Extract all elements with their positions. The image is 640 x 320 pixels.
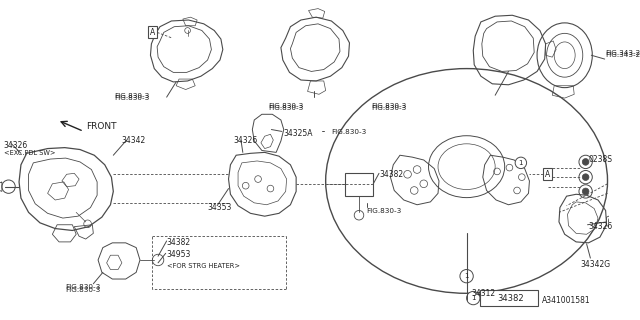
Circle shape	[582, 174, 589, 180]
Text: 34326: 34326	[4, 141, 28, 150]
Text: FIG.343-2: FIG.343-2	[605, 52, 640, 58]
Text: <FOR STRG HEATER>: <FOR STRG HEATER>	[166, 263, 239, 269]
FancyBboxPatch shape	[481, 290, 538, 306]
Text: FIG.830-3: FIG.830-3	[269, 105, 304, 111]
Text: FIG.830-3: FIG.830-3	[115, 93, 150, 99]
Text: FIG.830-3: FIG.830-3	[371, 103, 406, 109]
Text: FIG.830-3: FIG.830-3	[371, 105, 406, 111]
Text: 34382: 34382	[166, 238, 191, 247]
Text: 34342G: 34342G	[581, 260, 611, 269]
Text: 34342: 34342	[122, 136, 146, 145]
Circle shape	[582, 159, 589, 165]
Circle shape	[579, 185, 592, 198]
Text: 1: 1	[465, 273, 469, 279]
Text: 1: 1	[471, 295, 476, 301]
Text: 34325A: 34325A	[284, 129, 313, 138]
Circle shape	[579, 171, 592, 184]
Text: 1: 1	[518, 160, 523, 166]
Circle shape	[609, 216, 618, 226]
Circle shape	[460, 269, 473, 283]
Text: 0238S: 0238S	[589, 155, 612, 164]
Circle shape	[467, 292, 480, 305]
Text: <EXC.PDL SW>: <EXC.PDL SW>	[4, 149, 55, 156]
Text: 34326: 34326	[234, 136, 257, 145]
Circle shape	[611, 219, 616, 223]
Text: A: A	[545, 170, 550, 179]
Text: FIG.830-3: FIG.830-3	[65, 284, 100, 290]
Circle shape	[582, 188, 589, 195]
Text: FIG.343-2: FIG.343-2	[605, 50, 640, 56]
Text: FRONT: FRONT	[86, 122, 116, 131]
Text: 34953: 34953	[166, 251, 191, 260]
Circle shape	[579, 155, 592, 169]
Text: 34353: 34353	[207, 203, 232, 212]
Text: FIG.830-3: FIG.830-3	[115, 95, 150, 101]
Text: 34326: 34326	[589, 222, 612, 231]
Text: 34312: 34312	[472, 289, 496, 298]
Text: FIG.830-3: FIG.830-3	[65, 287, 100, 293]
Text: 34382: 34382	[379, 170, 403, 179]
Text: FIG.830-3: FIG.830-3	[367, 208, 402, 214]
Text: 34382: 34382	[497, 293, 524, 303]
Text: A: A	[150, 28, 155, 37]
Text: A341001581: A341001581	[542, 296, 590, 305]
Text: FIG.830-3: FIG.830-3	[269, 103, 304, 109]
Circle shape	[515, 157, 527, 169]
Text: FIG.830-3: FIG.830-3	[332, 129, 367, 135]
